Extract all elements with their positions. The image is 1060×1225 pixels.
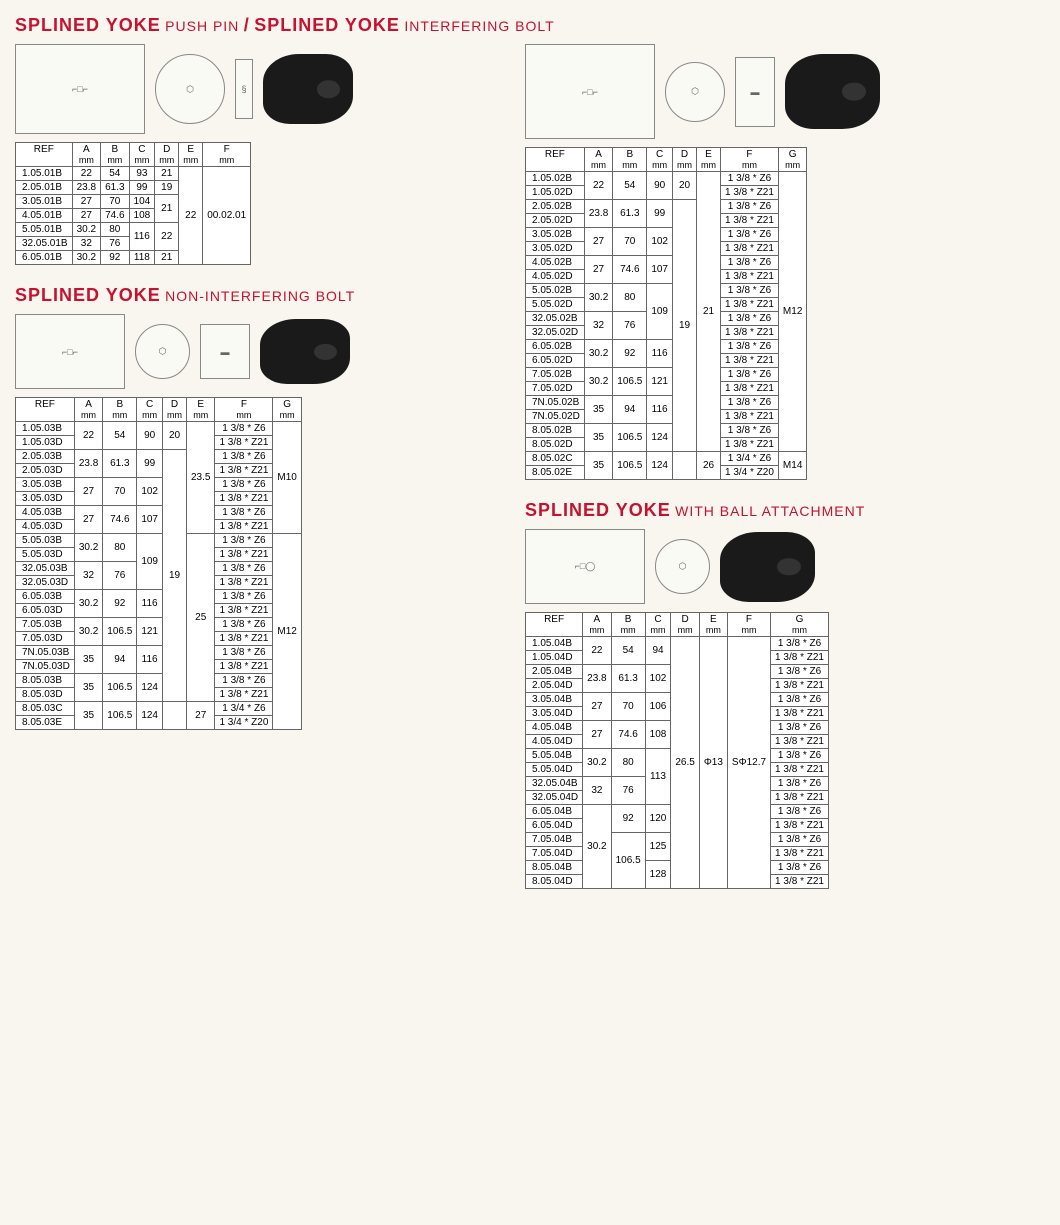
section2-sub: NON-INTERFERING BOLT bbox=[165, 288, 355, 304]
col-header: G bbox=[778, 148, 806, 161]
section-ball-attachment: SPLINED YOKE WITH BALL ATTACHMENT ⌐□◯ ⬡ … bbox=[525, 500, 1045, 889]
col-header: F bbox=[203, 143, 251, 156]
col-unit: mm bbox=[613, 160, 647, 172]
col-header: F bbox=[721, 148, 779, 161]
section4-sub: WITH BALL ATTACHMENT bbox=[675, 503, 865, 519]
photo-yoke-4 bbox=[720, 532, 815, 602]
col-unit: mm bbox=[671, 625, 699, 637]
table-push-pin: REFABCDEFmmmmmmmmmmmm1.05.01B22549321220… bbox=[15, 142, 251, 265]
col-unit bbox=[16, 410, 75, 422]
col-header: E bbox=[187, 398, 215, 411]
tech-drawing-yoke-2: ⌐□⌐ bbox=[15, 314, 125, 389]
section-push-pin: ⌐□⌐ ⬡ § REFABCDEFmmmmmmmmmmmm1.05.01B225… bbox=[15, 44, 505, 265]
col-unit bbox=[526, 625, 583, 637]
photo-yoke-3 bbox=[785, 54, 880, 129]
col-unit: mm bbox=[645, 625, 671, 637]
col-header: A bbox=[72, 143, 100, 156]
section2-title: SPLINED YOKE bbox=[15, 285, 161, 305]
col-header: F bbox=[727, 613, 770, 626]
col-unit: mm bbox=[103, 410, 137, 422]
col-header: D bbox=[155, 143, 179, 156]
section1-title-2: SPLINED YOKE bbox=[254, 15, 400, 35]
col-header: A bbox=[74, 398, 102, 411]
section1-title-1: SPLINED YOKE bbox=[15, 15, 161, 35]
col-unit: mm bbox=[203, 155, 251, 167]
col-unit: mm bbox=[74, 410, 102, 422]
section1-sub-1: PUSH PIN bbox=[165, 18, 239, 34]
col-unit: mm bbox=[611, 625, 645, 637]
col-unit: mm bbox=[179, 155, 203, 167]
col-unit: mm bbox=[727, 625, 770, 637]
col-header: D bbox=[673, 148, 697, 161]
tech-drawing-bolt-3: ▬ bbox=[735, 57, 775, 127]
col-header: REF bbox=[16, 398, 75, 411]
col-unit bbox=[526, 160, 585, 172]
table-ball-attachment: REFABCDEFGmmmmmmmmmmmmmm1.05.04B22549426… bbox=[525, 612, 829, 889]
col-header: G bbox=[273, 398, 301, 411]
col-header: C bbox=[137, 398, 163, 411]
diagram-row-4: ⌐□◯ ⬡ bbox=[525, 529, 1045, 604]
section4-title: SPLINED YOKE bbox=[525, 500, 671, 520]
tech-drawing-yoke-side: ⌐□⌐ bbox=[15, 44, 145, 134]
col-header: E bbox=[699, 613, 727, 626]
tech-drawing-bolt-2: ▬ bbox=[200, 324, 250, 379]
table-interfering: REFABCDEFGmmmmmmmmmmmmmm1.05.02B22549020… bbox=[525, 147, 807, 480]
col-header: B bbox=[613, 148, 647, 161]
col-header: REF bbox=[526, 613, 583, 626]
col-unit: mm bbox=[771, 625, 829, 637]
col-unit: mm bbox=[155, 155, 179, 167]
col-unit: mm bbox=[584, 160, 612, 172]
col-unit: mm bbox=[583, 625, 611, 637]
col-unit: mm bbox=[163, 410, 187, 422]
col-unit: mm bbox=[215, 410, 273, 422]
col-unit: mm bbox=[673, 160, 697, 172]
tech-drawing-spring: § bbox=[235, 59, 253, 119]
section1-sep: / bbox=[244, 15, 250, 35]
col-unit: mm bbox=[721, 160, 779, 172]
col-unit: mm bbox=[778, 160, 806, 172]
tech-drawing-yoke-3: ⌐□⌐ bbox=[525, 44, 655, 139]
col-header: D bbox=[671, 613, 699, 626]
tech-drawing-spline-4: ⬡ bbox=[655, 539, 710, 594]
tech-drawing-spline-2: ⬡ bbox=[135, 324, 190, 379]
col-header: B bbox=[611, 613, 645, 626]
col-unit: mm bbox=[699, 625, 727, 637]
col-header: F bbox=[215, 398, 273, 411]
col-header: B bbox=[103, 398, 137, 411]
col-unit: mm bbox=[647, 160, 673, 172]
col-header: REF bbox=[526, 148, 585, 161]
col-header: D bbox=[163, 398, 187, 411]
photo-yoke-1 bbox=[263, 54, 353, 124]
section1-sub-2: INTERFERING BOLT bbox=[404, 18, 554, 34]
section-non-interfering: SPLINED YOKE NON-INTERFERING BOLT ⌐□⌐ ⬡ … bbox=[15, 285, 505, 730]
col-unit: mm bbox=[137, 410, 163, 422]
col-header: REF bbox=[16, 143, 73, 156]
col-header: A bbox=[583, 613, 611, 626]
col-unit: mm bbox=[187, 410, 215, 422]
col-header: E bbox=[697, 148, 721, 161]
col-unit: mm bbox=[129, 155, 155, 167]
col-unit: mm bbox=[273, 410, 301, 422]
diagram-row-2: ⌐□⌐ ⬡ ▬ bbox=[15, 314, 505, 389]
tech-drawing-yoke-4: ⌐□◯ bbox=[525, 529, 645, 604]
col-header: A bbox=[584, 148, 612, 161]
page-title: SPLINED YOKE PUSH PIN / SPLINED YOKE INT… bbox=[15, 15, 1045, 36]
col-header: E bbox=[179, 143, 203, 156]
diagram-row-3: ⌐□⌐ ⬡ ▬ bbox=[525, 44, 1045, 139]
col-header: C bbox=[647, 148, 673, 161]
col-unit: mm bbox=[101, 155, 129, 167]
tech-drawing-spline-end: ⬡ bbox=[155, 54, 225, 124]
section-interfering: ⌐□⌐ ⬡ ▬ REFABCDEFGmmmmmmmmmmmmmm1.05.02B… bbox=[525, 44, 1045, 480]
col-header: C bbox=[645, 613, 671, 626]
tech-drawing-spline-3: ⬡ bbox=[665, 62, 725, 122]
col-header: C bbox=[129, 143, 155, 156]
col-header: G bbox=[771, 613, 829, 626]
col-unit bbox=[16, 155, 73, 167]
table-non-interfering: REFABCDEFGmmmmmmmmmmmmmm1.05.03B22549020… bbox=[15, 397, 302, 730]
col-unit: mm bbox=[72, 155, 100, 167]
diagram-row-1: ⌐□⌐ ⬡ § bbox=[15, 44, 505, 134]
photo-yoke-2 bbox=[260, 319, 350, 384]
col-unit: mm bbox=[697, 160, 721, 172]
col-header: B bbox=[101, 143, 129, 156]
